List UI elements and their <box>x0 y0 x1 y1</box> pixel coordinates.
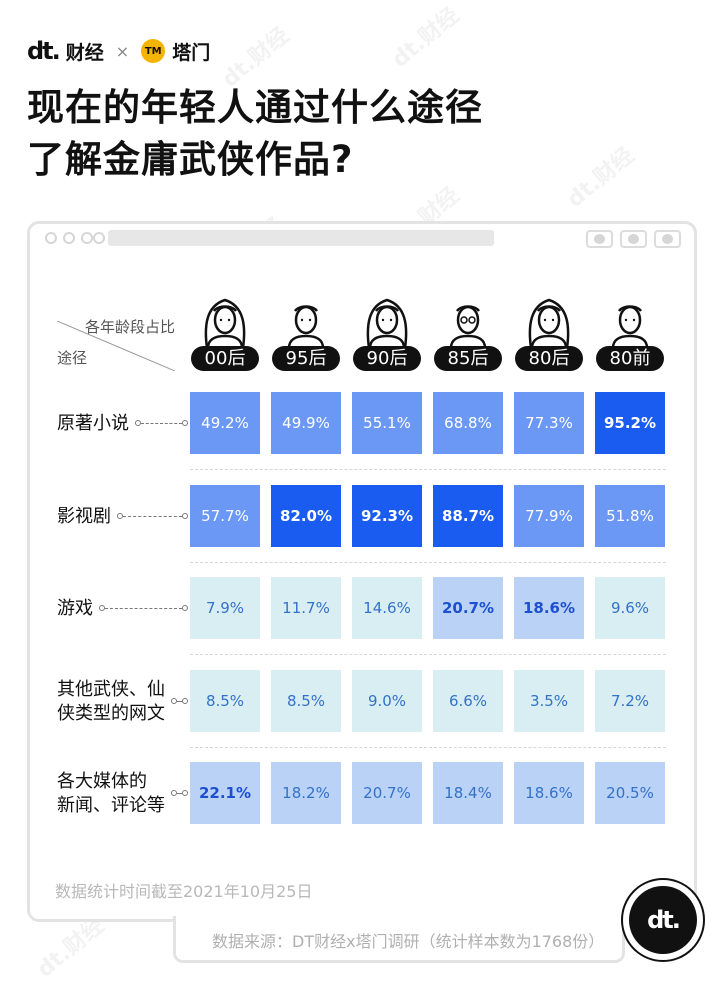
dt-brand-name: 财经 <box>65 41 104 64</box>
row-label: 各大媒体的 新闻、评论等 <box>57 771 165 816</box>
age-group-label: 85后 <box>434 346 502 371</box>
data-cell: 49.2% <box>190 392 260 454</box>
row-label: 其他武侠、仙 侠类型的网文 <box>57 679 165 724</box>
record-icon <box>586 230 613 248</box>
brand-header: dt. 财经 × TM 塔门 <box>27 36 210 66</box>
window-icon <box>654 230 681 248</box>
leader-dot <box>182 513 188 519</box>
leader-dot <box>171 790 177 796</box>
dt-badge-logo: dt. <box>629 886 697 954</box>
leader-dot <box>99 605 105 611</box>
header-diagonal-line <box>57 321 175 371</box>
age-group-label: 90后 <box>353 346 421 371</box>
data-cell: 95.2% <box>595 392 665 454</box>
leader-dot <box>182 420 188 426</box>
data-cell: 22.1% <box>190 762 260 824</box>
leader-dot <box>182 790 188 796</box>
data-cell: 18.6% <box>514 577 584 639</box>
brand-separator: × <box>115 41 130 61</box>
data-cell: 88.7% <box>433 485 503 547</box>
data-cell: 11.7% <box>271 577 341 639</box>
data-cell: 20.7% <box>352 762 422 824</box>
data-cutoff-note: 数据统计时间截至2021年10月25日 <box>55 882 313 901</box>
leader-dot <box>182 605 188 611</box>
row-label: 游戏 <box>57 598 93 619</box>
address-bar <box>108 230 494 246</box>
data-cell: 18.6% <box>514 762 584 824</box>
tm-brand-name: 塔门 <box>172 41 211 64</box>
tm-logo: TM <box>141 39 166 63</box>
header-top-label: 各年龄段占比 <box>85 318 176 336</box>
dt-logo: dt. <box>27 37 61 65</box>
leader-line <box>177 701 182 702</box>
data-cell: 8.5% <box>271 670 341 732</box>
data-cell: 57.7% <box>190 485 260 547</box>
avatar-icon <box>528 298 570 348</box>
source-tab: 数据来源：DT财经x塔门调研（统计样本数为1768份） <box>173 916 625 963</box>
data-cell: 3.5% <box>514 670 584 732</box>
data-cell: 7.2% <box>595 670 665 732</box>
leader-line <box>177 793 182 794</box>
window-minimize-icon <box>63 232 75 244</box>
avatar-icon <box>611 305 649 348</box>
leader-line <box>123 516 182 517</box>
data-cell: 14.6% <box>352 577 422 639</box>
dt-badge: dt. <box>621 878 705 962</box>
leader-line <box>105 608 182 609</box>
watermark: dt.财经 <box>562 143 640 213</box>
age-group-label: 80后 <box>515 346 583 371</box>
avatar-icon <box>449 305 487 348</box>
row-label: 影视剧 <box>57 506 111 527</box>
row-separator <box>190 469 666 470</box>
leader-dot <box>171 698 177 704</box>
data-cell: 8.5% <box>190 670 260 732</box>
data-cell: 49.9% <box>271 392 341 454</box>
home-icon <box>620 230 647 248</box>
source-text: 数据来源：DT财经x塔门调研（统计样本数为1768份） <box>212 932 605 951</box>
row-separator <box>190 562 666 563</box>
watermark: dt.财经 <box>387 3 465 73</box>
data-cell: 7.9% <box>190 577 260 639</box>
chart-title: 现在的年轻人通过什么途径 了解金庸武侠作品? <box>27 82 483 186</box>
avatar-icon <box>287 305 325 348</box>
leader-dot <box>135 420 141 426</box>
window-maximize-icon <box>81 232 93 244</box>
chart-title-line-1: 现在的年轻人通过什么途径 <box>27 86 483 129</box>
data-cell: 55.1% <box>352 392 422 454</box>
age-group-label: 80前 <box>596 346 664 371</box>
data-cell: 6.6% <box>433 670 503 732</box>
leader-line <box>141 423 182 424</box>
avatar-icon <box>204 298 246 348</box>
data-cell: 20.5% <box>595 762 665 824</box>
chart-title-line-2: 了解金庸武侠作品? <box>27 138 354 181</box>
window-extra-icon <box>93 232 105 244</box>
data-cell: 9.6% <box>595 577 665 639</box>
data-cell: 77.3% <box>514 392 584 454</box>
data-cell: 82.0% <box>271 485 341 547</box>
data-cell: 20.7% <box>433 577 503 639</box>
leader-dot <box>182 698 188 704</box>
data-cell: 92.3% <box>352 485 422 547</box>
header-side-label: 途径 <box>57 349 88 367</box>
data-cell: 51.8% <box>595 485 665 547</box>
data-cell: 77.9% <box>514 485 584 547</box>
row-label: 原著小说 <box>57 413 129 434</box>
data-cell: 18.2% <box>271 762 341 824</box>
age-group-label: 00后 <box>191 346 259 371</box>
data-cell: 9.0% <box>352 670 422 732</box>
age-group-label: 95后 <box>272 346 340 371</box>
row-separator <box>190 654 666 655</box>
leader-dot <box>117 513 123 519</box>
window-close-icon <box>45 232 57 244</box>
data-cell: 18.4% <box>433 762 503 824</box>
row-separator <box>190 747 666 748</box>
data-cell: 68.8% <box>433 392 503 454</box>
avatar-icon <box>366 298 408 348</box>
